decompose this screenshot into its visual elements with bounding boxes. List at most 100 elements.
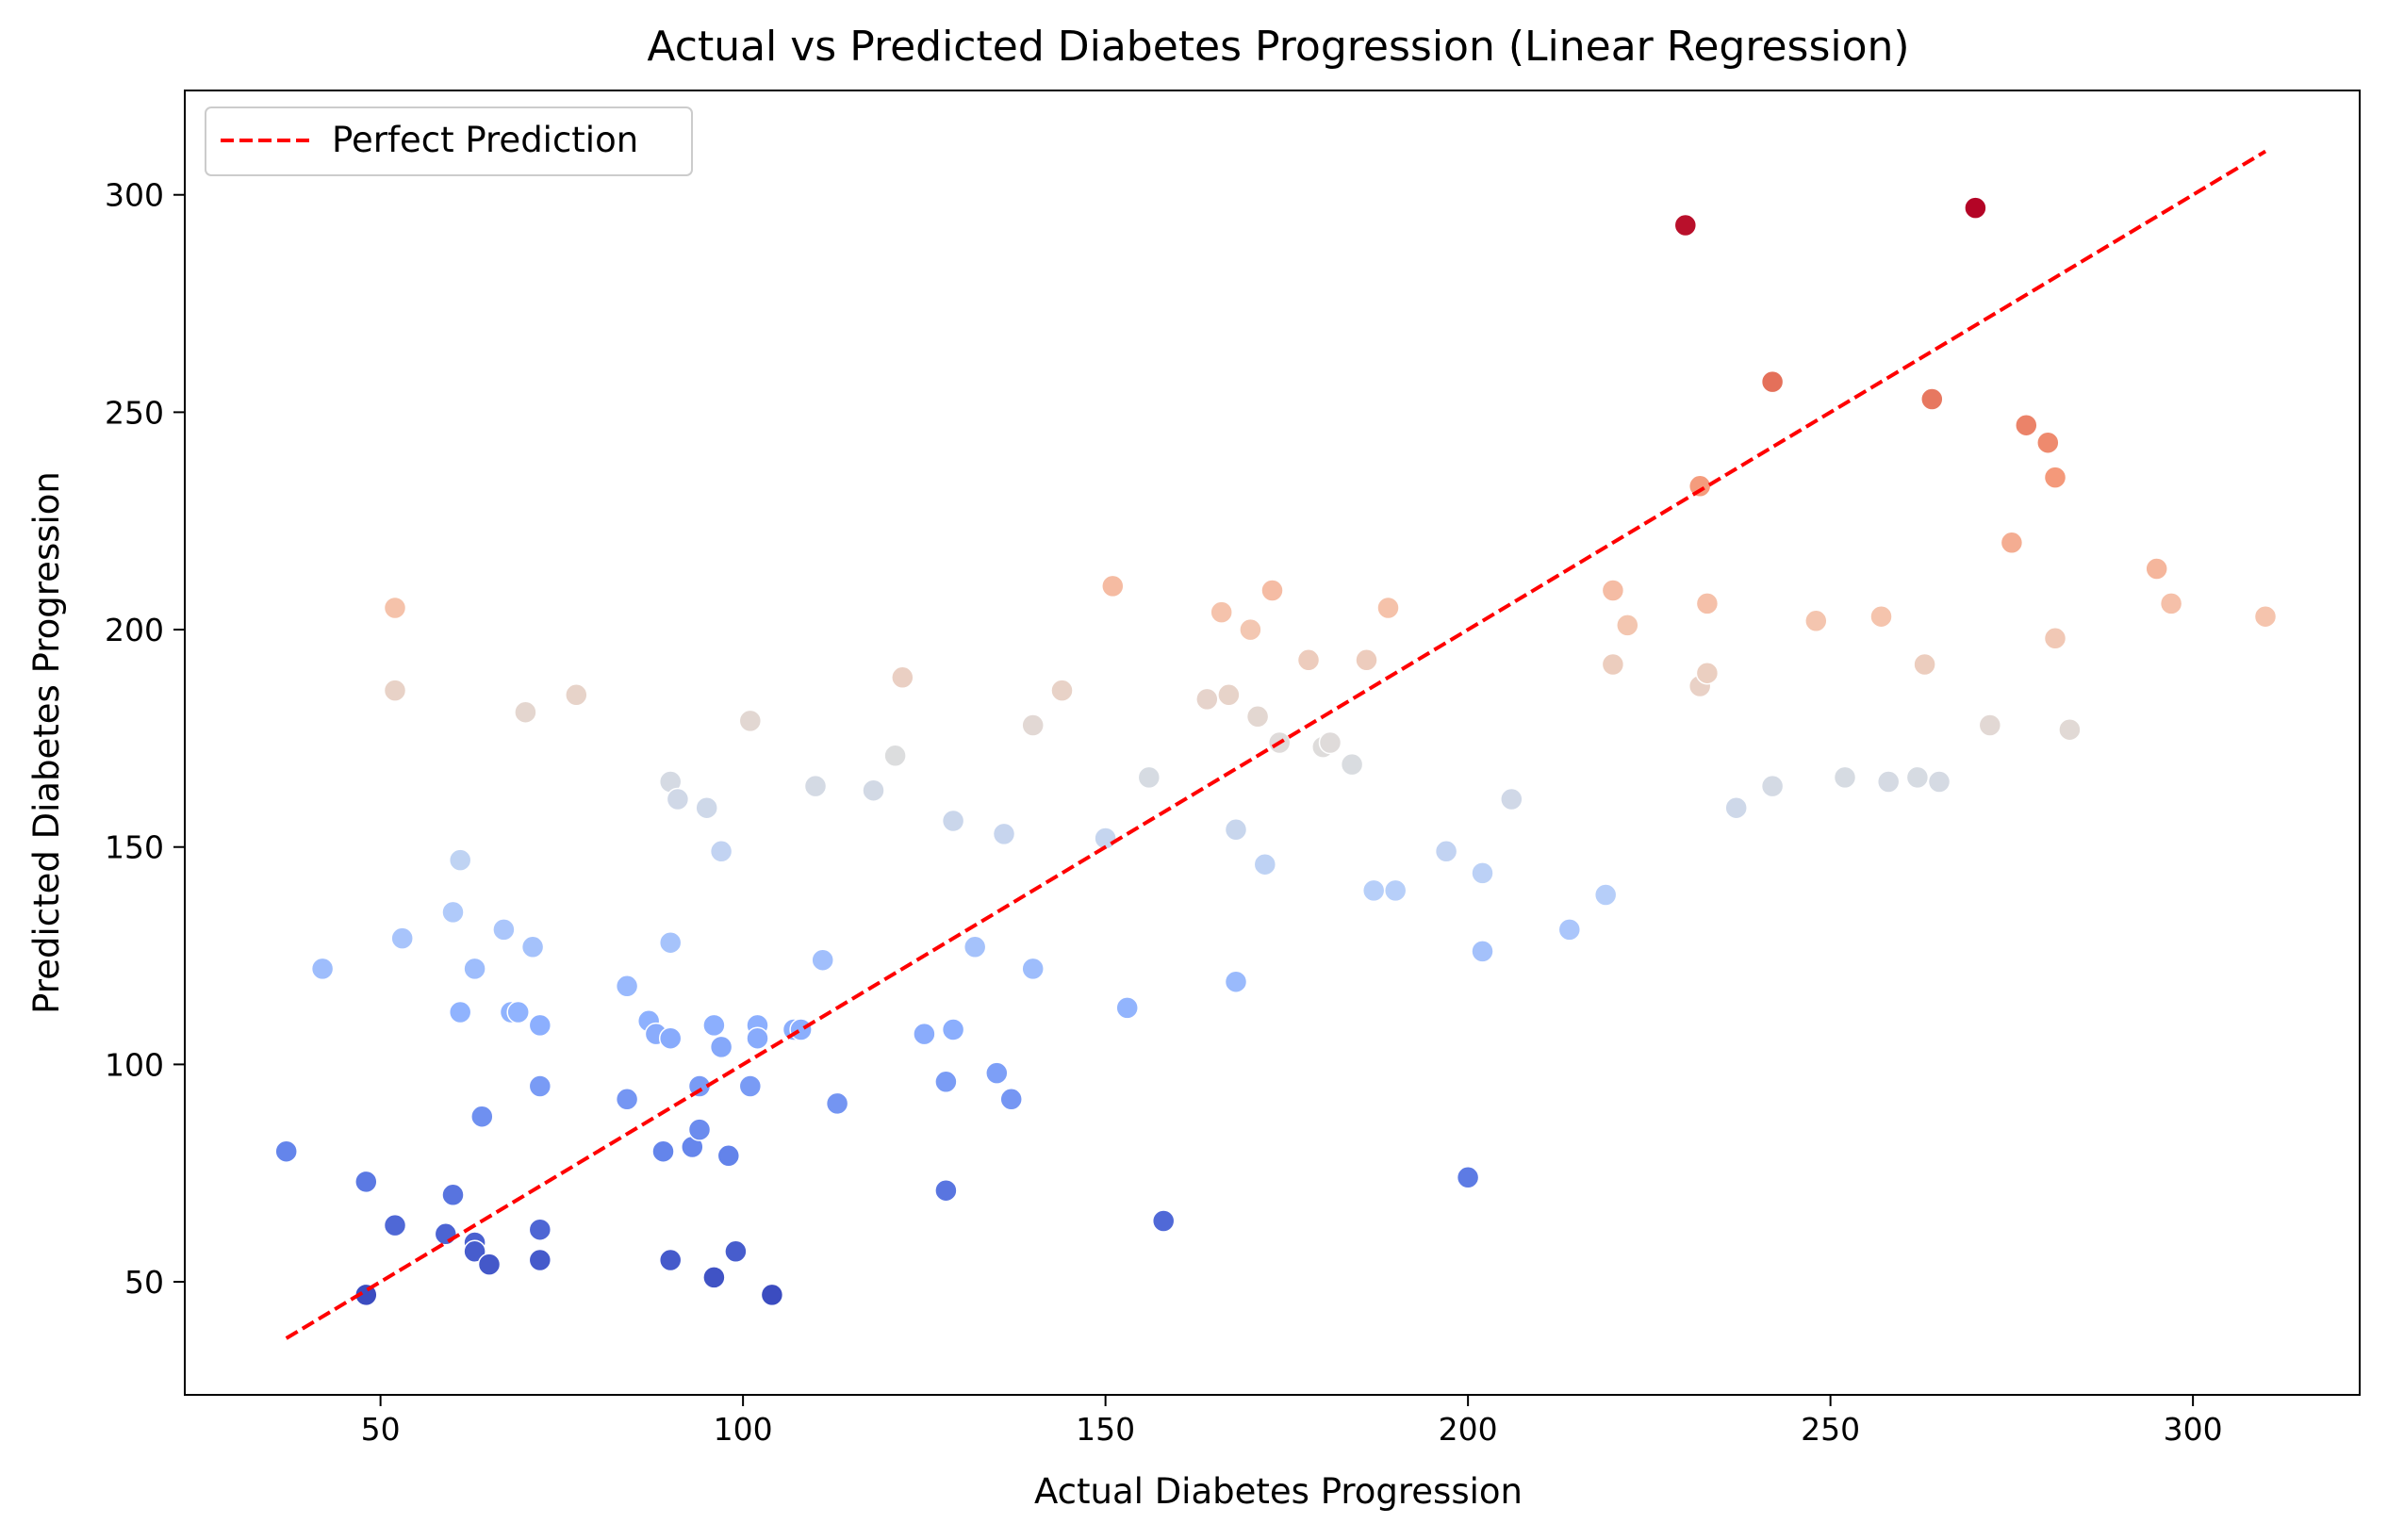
scatter-point [883, 744, 907, 768]
scatter-point [448, 1000, 472, 1024]
y-tick-label: 100 [105, 1046, 164, 1083]
scatter-point [1557, 918, 1582, 942]
scatter-point [687, 1118, 712, 1141]
scatter-point [934, 1178, 958, 1203]
y-tick-label: 200 [105, 612, 164, 648]
scatter-point [1673, 213, 1698, 238]
scatter-point [1593, 883, 1618, 907]
scatter-point [441, 1183, 465, 1207]
scatter-point [1471, 940, 1494, 963]
scatter-point [1760, 369, 1785, 394]
scatter-point [528, 1248, 552, 1272]
scatter-point [274, 1139, 298, 1163]
x-tick-label: 300 [2164, 1411, 2223, 1448]
scatter-point [1869, 604, 1893, 629]
scatter-point [999, 1088, 1023, 1111]
scatter-point [1833, 765, 1857, 790]
scatter-point [992, 822, 1016, 846]
scatter-point [2043, 627, 2067, 650]
scatter-point [709, 1035, 733, 1059]
scatter-point [463, 1239, 486, 1264]
scatter-point [1101, 574, 1125, 598]
y-tick-label: 50 [124, 1264, 164, 1301]
scatter-point [651, 1139, 675, 1163]
scatter-point [1804, 609, 1828, 633]
scatter-point [1905, 765, 1930, 790]
scatter-point [2145, 557, 2168, 581]
scatter-point [463, 957, 486, 981]
legend-box [205, 106, 693, 176]
scatter-point [738, 1074, 763, 1098]
scatter-point [702, 1266, 726, 1289]
scatter-point [760, 1283, 784, 1307]
scatter-point [1876, 770, 1901, 794]
scatter-point [434, 1222, 458, 1246]
scatter-point [1376, 596, 1400, 620]
scatter-point [695, 795, 718, 820]
scatter-point [448, 848, 472, 872]
scatter-point [1217, 683, 1241, 707]
scatter-point [963, 935, 987, 959]
plot-area [274, 149, 2278, 1340]
scatter-point [520, 935, 545, 959]
scatter-point [2015, 413, 2038, 437]
x-axis-label: Actual Diabetes Progression [1034, 1471, 1523, 1512]
scatter-point [1456, 1166, 1480, 1189]
scatter-point [1318, 730, 1342, 755]
scatter-point [825, 1091, 849, 1116]
scatter-point [1695, 592, 1720, 615]
x-tick-label: 250 [1801, 1411, 1860, 1448]
scatter-point [811, 948, 834, 972]
scatter-point [383, 596, 407, 620]
scatter-point [862, 778, 885, 802]
scatter-point [724, 1239, 748, 1264]
scatter-point [1760, 774, 1785, 798]
scatter-point [1500, 787, 1523, 811]
scatter-point [658, 930, 683, 955]
scatter-point [1695, 661, 1720, 685]
scatter-point [1471, 861, 1494, 885]
scatter-point [1137, 765, 1161, 790]
scatter-point [746, 1026, 769, 1050]
scatter-point [383, 1213, 407, 1237]
scatter-point [354, 1170, 378, 1194]
scatter-point [506, 1000, 530, 1024]
x-tick-label: 100 [714, 1411, 773, 1448]
scatter-point [1616, 614, 1639, 637]
scatter-point [1978, 713, 2002, 737]
scatter-point [1151, 1209, 1176, 1233]
scatter-point [1724, 795, 1748, 820]
scatter-point [1021, 957, 1045, 981]
chart-title: Actual vs Predicted Diabetes Progression… [647, 23, 1909, 71]
scatter-point [738, 709, 763, 733]
scatter-point [702, 1013, 726, 1038]
scatter-point [941, 809, 965, 833]
scatter-point [477, 1253, 502, 1276]
scatter-point [1224, 818, 1248, 842]
y-tick-label: 250 [105, 394, 164, 431]
scatter-point [1964, 196, 1987, 220]
legend-label-perfect-prediction: Perfect Prediction [332, 120, 638, 160]
scatter-point [985, 1061, 1009, 1085]
scatter-point [2000, 531, 2024, 555]
x-tick-label: 50 [361, 1411, 401, 1448]
scatter-point [492, 918, 516, 942]
scatter-point [709, 840, 733, 863]
y-tick-label: 300 [105, 177, 164, 214]
x-tick-label: 200 [1439, 1411, 1498, 1448]
axes: 50 100 150 200 250 300 50 100 150 200 250 300 [105, 90, 2361, 1448]
scatter-point [528, 1218, 552, 1241]
scatter-point [1296, 648, 1321, 672]
scatter-point [615, 1088, 639, 1111]
x-tick-label: 150 [1076, 1411, 1135, 1448]
scatter-point [1245, 705, 1270, 729]
scatter-point [934, 1070, 958, 1094]
scatter-point [1355, 648, 1378, 672]
scatter-point [1601, 652, 1625, 677]
scatter-point [716, 1144, 741, 1168]
scatter-point [1260, 579, 1284, 602]
scatter-point [1210, 600, 1233, 624]
scatter-point [1239, 617, 1262, 642]
scatter-point [528, 1074, 552, 1098]
